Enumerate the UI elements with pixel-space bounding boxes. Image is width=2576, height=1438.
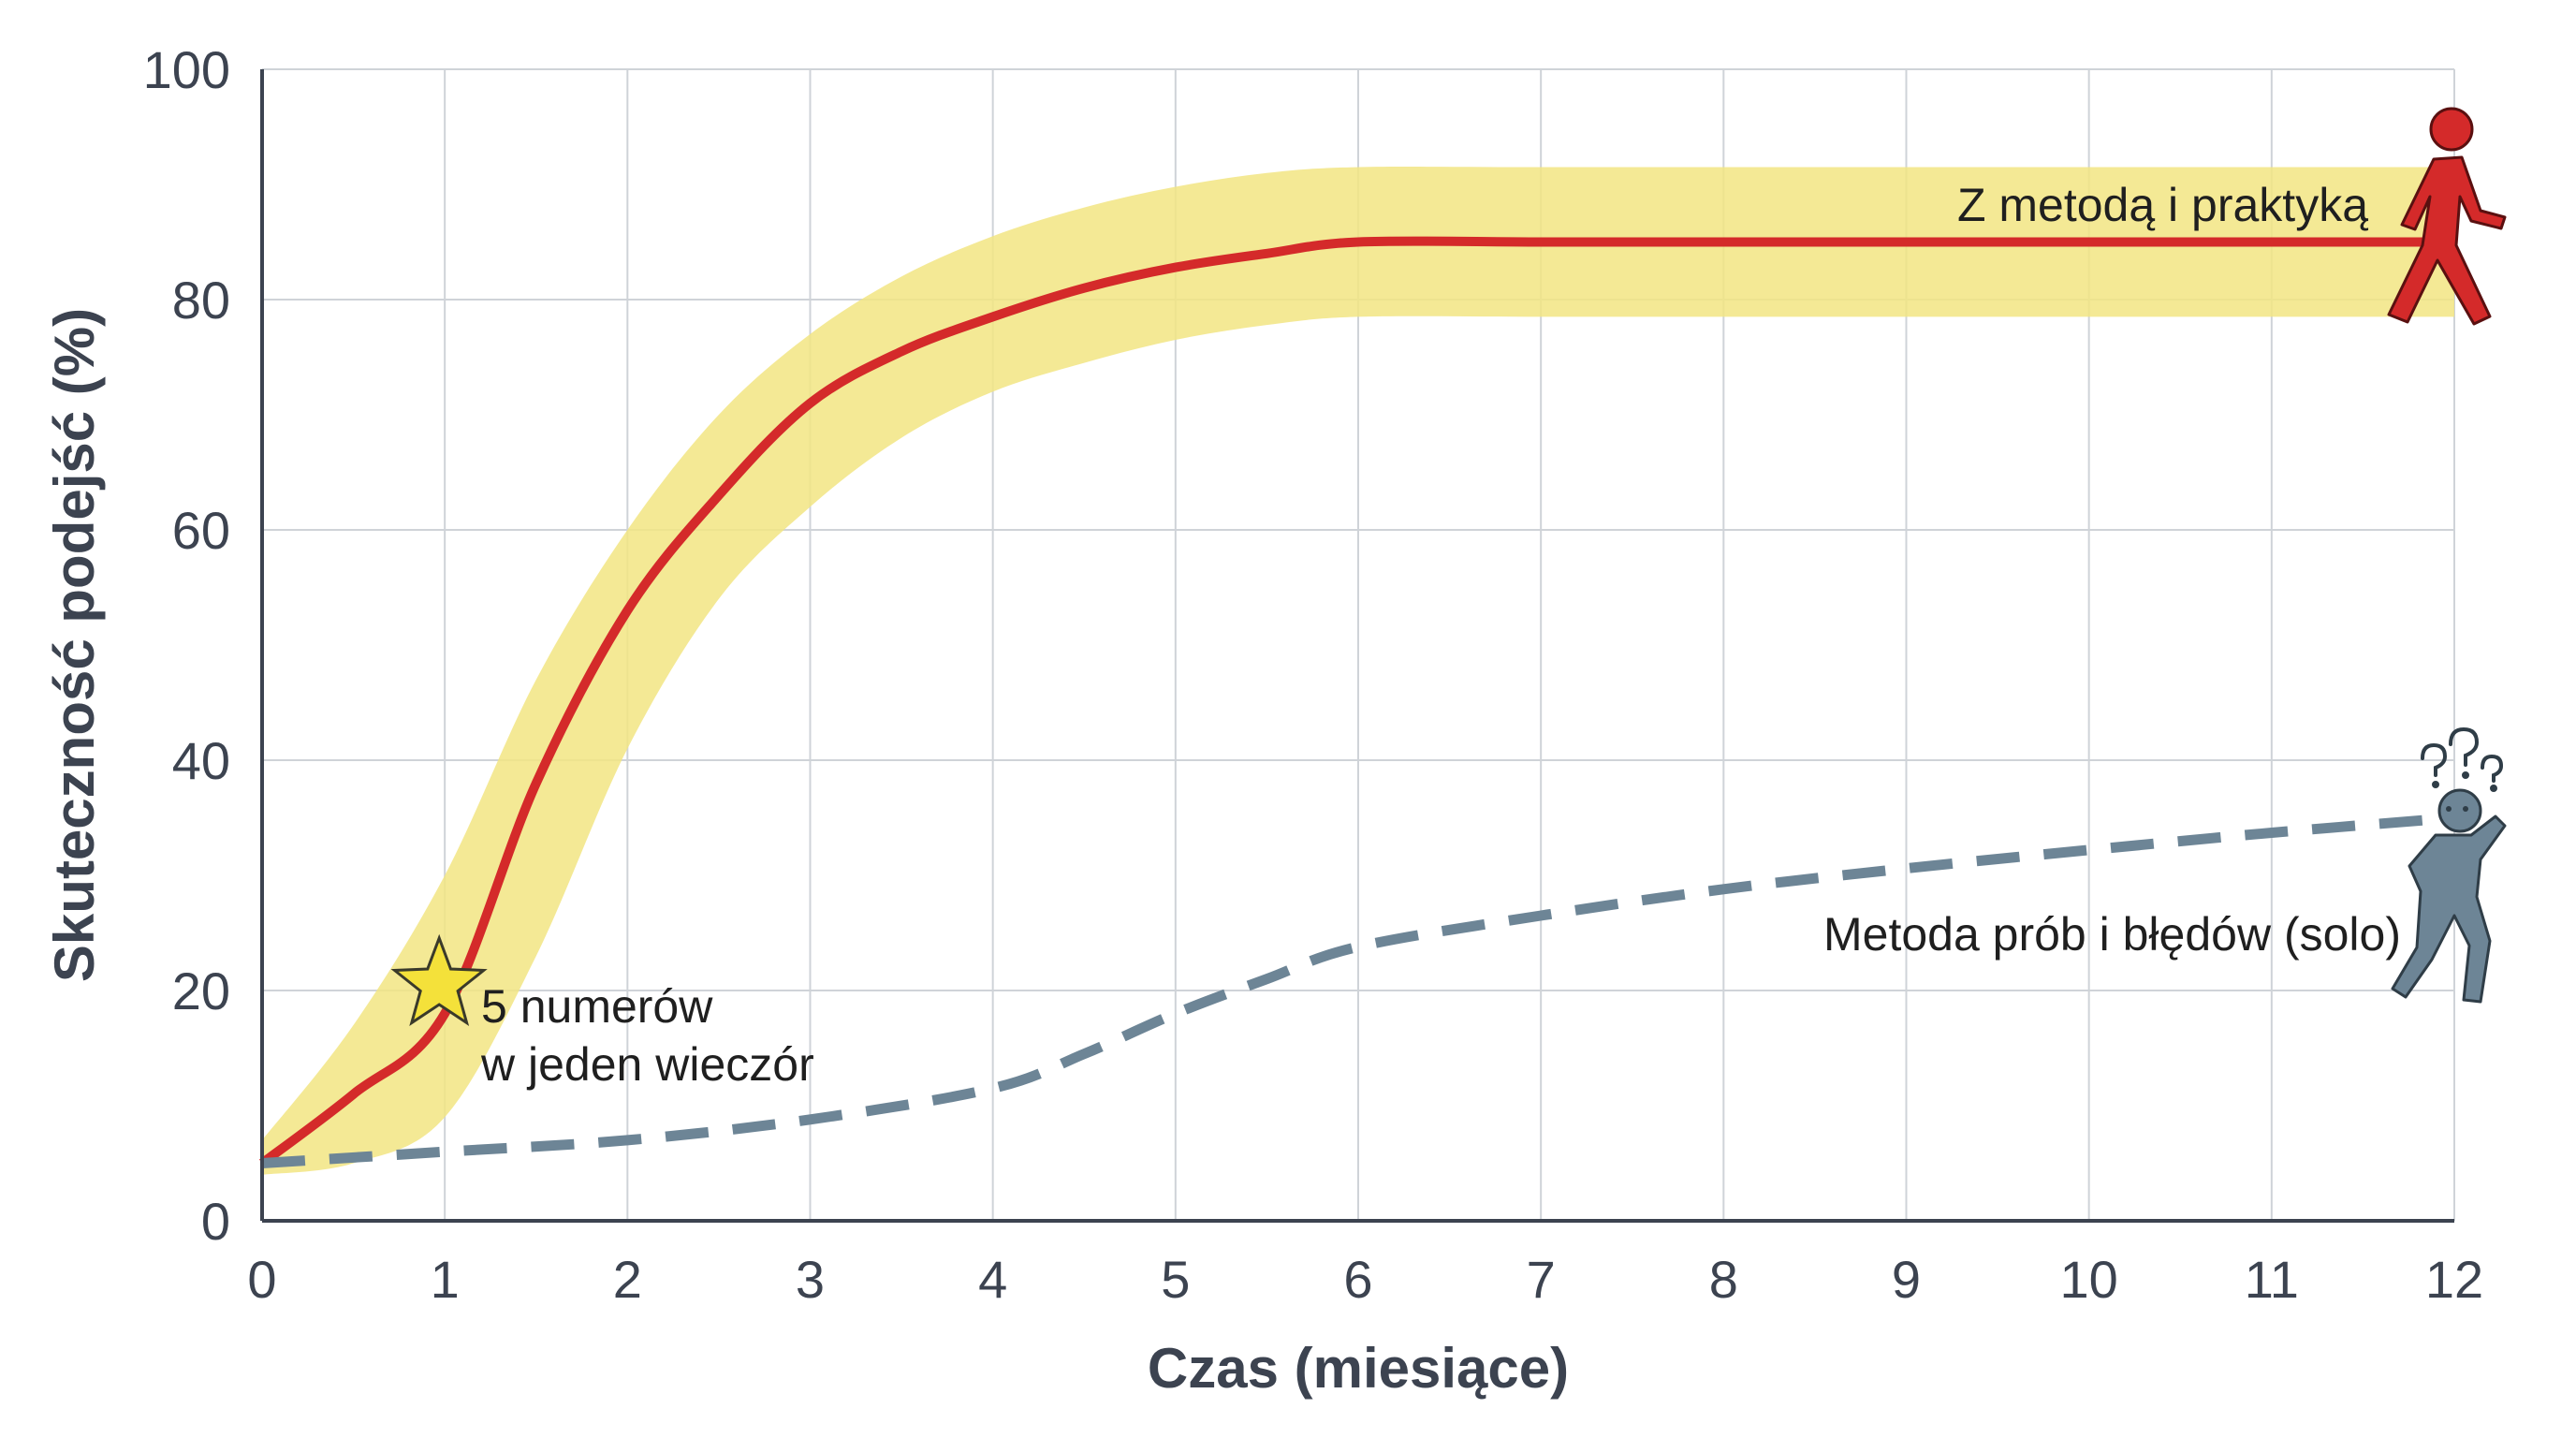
star-icon — [390, 933, 488, 1026]
series-line-0 — [258, 236, 2454, 1167]
x-tick-label: 9 — [1892, 1250, 1921, 1309]
series-lines — [258, 236, 2455, 1168]
x-axis-title: Czas (miesiące) — [1148, 1337, 1569, 1400]
y-tick-label: 0 — [201, 1192, 230, 1251]
x-tick-label: 2 — [613, 1250, 642, 1309]
x-tick-label: 4 — [978, 1250, 1007, 1309]
y-tick-label: 40 — [172, 731, 230, 790]
x-tick-label: 11 — [2245, 1250, 2299, 1309]
x-tick-label: 1 — [431, 1250, 460, 1309]
series-label-method: Z metodą i praktyką — [1957, 179, 2368, 231]
x-tick-label: 12 — [2425, 1250, 2483, 1309]
x-tick-label: 8 — [1709, 1250, 1738, 1309]
axes — [260, 69, 2454, 1223]
walking-person-icon — [2387, 107, 2507, 326]
y-tick-label: 20 — [172, 961, 230, 1020]
x-tick-label: 0 — [247, 1250, 276, 1309]
y-tick-label: 60 — [172, 501, 230, 560]
question-marks-icon — [2421, 726, 2504, 792]
x-tick-label: 7 — [1527, 1250, 1556, 1309]
annotation-line-1: 5 numerów — [481, 980, 713, 1033]
y-tick-label: 80 — [172, 271, 230, 330]
confidence-band — [262, 167, 2454, 1175]
y-tick-label: 100 — [143, 40, 230, 99]
x-tick-label: 10 — [2060, 1250, 2118, 1309]
confused-person-icon — [2391, 788, 2507, 1004]
series-line-1 — [261, 813, 2455, 1168]
x-tick-label: 5 — [1161, 1250, 1190, 1309]
band-area — [262, 167, 2454, 1175]
annotation-line-2: w jeden wieczór — [480, 1038, 814, 1091]
x-tick-label: 6 — [1343, 1250, 1372, 1309]
y-axis-title: Skuteczność podejść (%) — [43, 308, 106, 982]
x-tick-label: 3 — [796, 1250, 825, 1309]
series-label-solo: Metoda prób i błędów (solo) — [1823, 908, 2401, 961]
